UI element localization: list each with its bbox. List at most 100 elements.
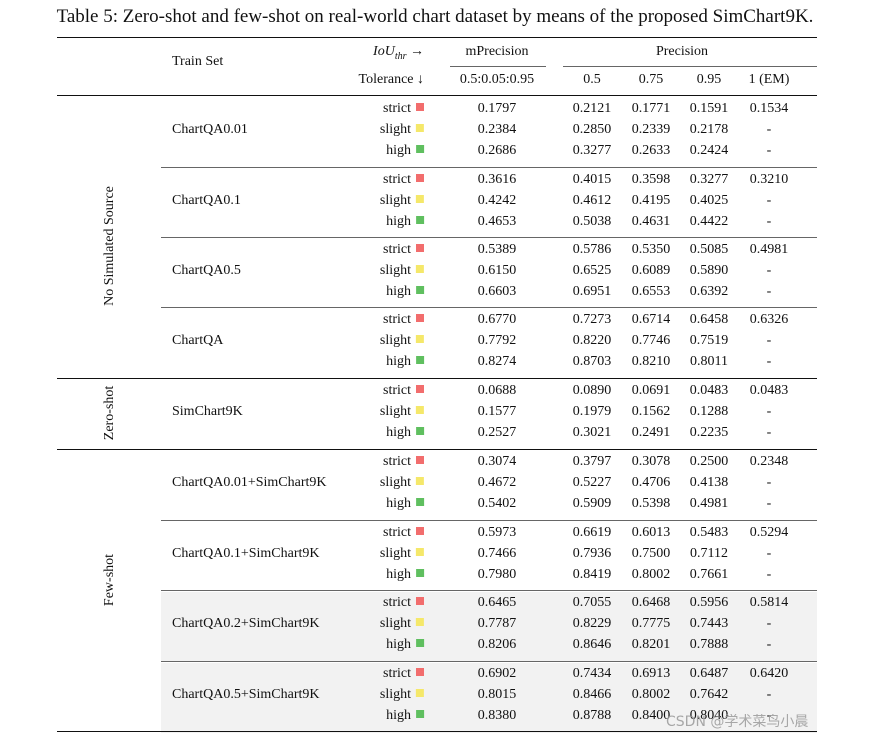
tolerance-label: high (386, 284, 411, 300)
cell-p05: 0.8419 (572, 567, 612, 583)
tolerance-label: strict (383, 312, 411, 327)
tolerance-high-marker (416, 216, 424, 225)
cell-p075: 0.8002 (631, 687, 671, 703)
tolerance-cell: slight (380, 262, 424, 280)
cell-pem: - (766, 687, 772, 703)
tolerance-cell: slight (380, 686, 424, 704)
cell-p075: 0.6013 (631, 525, 671, 540)
cell-p05: 0.3277 (572, 143, 612, 159)
tolerance-cell: high (386, 283, 424, 301)
tolerance-label: high (386, 637, 411, 653)
tolerance-strict-marker (416, 597, 424, 605)
precision-underline (563, 66, 817, 67)
tolerance-high-marker (416, 145, 424, 154)
cell-p05: 0.5227 (572, 475, 612, 491)
train-set-label: ChartQA0.1+SimChart9K (172, 546, 320, 561)
tolerance-slight-marker (416, 618, 424, 627)
header-iou: IoUthr → (373, 43, 424, 66)
cell-mp: 0.2384 (477, 122, 517, 138)
tolerance-strict-marker (416, 456, 424, 464)
cell-p095: 0.7443 (689, 616, 729, 632)
tolerance-label: high (386, 708, 411, 724)
cell-p05: 0.8220 (572, 333, 612, 349)
cell-p05: 0.7273 (572, 312, 612, 327)
cell-p075: 0.1771 (631, 101, 671, 116)
cell-pem: - (766, 263, 772, 279)
tolerance-strict-marker (416, 244, 424, 252)
cell-p05: 0.8466 (572, 687, 612, 703)
tolerance-label: slight (379, 263, 411, 279)
cell-p095: 0.3277 (689, 172, 729, 187)
tolerance-label: strict (383, 525, 411, 540)
train-set-label: ChartQA0.1 (172, 193, 241, 208)
cell-pem: 0.1534 (749, 101, 789, 116)
cell-p095: 0.6487 (689, 666, 729, 681)
tolerance-cell: slight (380, 615, 424, 633)
cell-mp: 0.0688 (477, 383, 517, 398)
header-p095: 0.95 (696, 72, 722, 87)
cell-p075: 0.1562 (631, 404, 671, 420)
header-p075: 0.75 (638, 72, 664, 87)
tolerance-high-marker (416, 356, 424, 365)
cell-p075: 0.6089 (631, 263, 671, 279)
header-iou-arrow: → (410, 44, 424, 59)
cell-pem: - (766, 404, 772, 420)
cell-mp: 0.2527 (477, 425, 517, 441)
tolerance-label: high (386, 214, 411, 230)
cell-pem: 0.0483 (749, 383, 789, 398)
tolerance-cell: strict (383, 524, 424, 542)
tolerance-label: slight (379, 333, 411, 349)
cell-pem: 0.5294 (749, 525, 789, 540)
cell-mp: 0.2686 (477, 143, 517, 159)
cell-p095: 0.6458 (689, 312, 729, 327)
tolerance-cell: slight (380, 192, 424, 210)
cell-p095: 0.8040 (689, 708, 729, 724)
tolerance-cell: strict (383, 665, 424, 683)
cell-pem: - (766, 214, 772, 230)
block-separator (161, 167, 817, 168)
cell-p095: 0.2178 (689, 122, 729, 138)
cell-p095: 0.0483 (689, 383, 729, 398)
tolerance-high-marker (416, 498, 424, 507)
cell-pem: - (766, 546, 772, 562)
header-tolerance: Tolerance ↓ (358, 72, 424, 87)
cell-p075: 0.4706 (631, 475, 671, 491)
watermark: CSDN @学术菜鸟小晨 (666, 714, 809, 730)
tolerance-cell: high (386, 566, 424, 584)
cell-p095: 0.8011 (690, 354, 728, 370)
tolerance-label: slight (379, 404, 411, 420)
cell-p095: 0.2424 (689, 143, 729, 159)
cell-pem: - (766, 333, 772, 349)
cell-pem: - (766, 354, 772, 370)
cell-p075: 0.8400 (631, 708, 671, 724)
tolerance-cell: slight (380, 121, 424, 139)
cell-p075: 0.3078 (631, 454, 671, 469)
cell-p075: 0.6553 (631, 284, 671, 300)
cell-p095: 0.7888 (689, 637, 729, 653)
header-train-set: Train Set (172, 54, 224, 69)
tolerance-high-marker (416, 639, 424, 648)
cell-p075: 0.8201 (631, 637, 671, 653)
cell-mp: 0.7980 (477, 567, 517, 583)
tolerance-label: strict (383, 595, 411, 610)
header-p05: 0.5 (583, 72, 601, 87)
cell-p075: 0.8002 (631, 567, 671, 583)
tolerance-slight-marker (416, 195, 424, 204)
tolerance-cell: strict (383, 382, 424, 400)
tolerance-cell: high (386, 353, 424, 371)
cell-p05: 0.4015 (572, 172, 612, 187)
tolerance-label: slight (379, 687, 411, 703)
cell-p075: 0.6913 (631, 666, 671, 681)
cell-p05: 0.7936 (572, 546, 612, 562)
header-mprecision: mPrecision (465, 44, 529, 59)
cell-mp: 0.8380 (477, 708, 517, 724)
cell-p05: 0.6525 (572, 263, 612, 279)
tolerance-label: slight (379, 616, 411, 632)
tolerance-strict-marker (416, 314, 424, 322)
cell-p05: 0.8703 (572, 354, 612, 370)
cell-mp: 0.8274 (477, 354, 517, 370)
tolerance-label: strict (383, 101, 411, 116)
cell-pem: - (766, 496, 772, 512)
cell-pem: 0.4981 (749, 242, 789, 257)
cell-p075: 0.4195 (631, 193, 671, 209)
